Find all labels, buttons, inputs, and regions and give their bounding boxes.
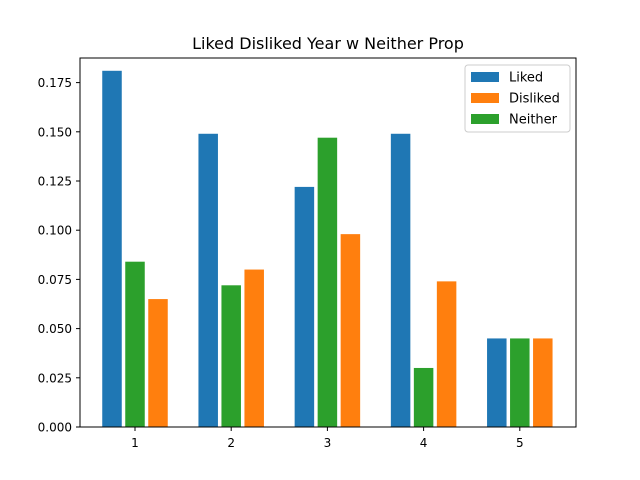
y-tick-label: 0.175 — [38, 76, 72, 90]
legend-swatch-neither — [471, 114, 499, 124]
bar-disliked-1 — [148, 299, 168, 427]
legend-swatch-disliked — [471, 93, 499, 103]
plot-frame — [79, 57, 577, 428]
x-tick-label: 4 — [420, 436, 428, 450]
legend-swatch-liked — [471, 72, 499, 82]
y-tick-label: 0.125 — [38, 175, 72, 189]
bar-liked-5 — [487, 338, 507, 427]
bar-disliked-5 — [533, 338, 553, 427]
chart-title: Liked Disliked Year w Neither Prop — [192, 34, 464, 53]
y-tick-label: 0.050 — [38, 322, 72, 336]
bar-liked-1 — [102, 70, 122, 427]
legend: Liked Disliked Neither — [464, 64, 571, 133]
bar-disliked-2 — [244, 269, 264, 427]
x-tick-label: 3 — [324, 436, 332, 450]
bar-liked-4 — [390, 133, 411, 427]
y-tick-label: 0.150 — [38, 125, 72, 139]
legend-label-disliked: Disliked — [509, 92, 560, 107]
y-tick-label: 0.075 — [38, 273, 72, 287]
legend-label-liked: Liked — [509, 71, 543, 86]
axes-group: 0.000 0.025 0.050 0.075 0.100 0.125 0.150 0.175… — [38, 57, 577, 450]
bar-neither-5 — [510, 338, 530, 427]
bar-neither-2 — [221, 285, 241, 427]
x-tick-label: 5 — [516, 436, 524, 450]
y-tick-label: 0.100 — [38, 224, 72, 238]
x-tick-label: 2 — [227, 436, 235, 450]
x-tick-label: 1 — [131, 436, 139, 450]
bar-liked-2 — [198, 133, 218, 427]
y-tick-label: 0.000 — [38, 421, 72, 435]
bar-liked-3 — [294, 186, 315, 427]
legend-label-neither: Neither — [509, 113, 558, 128]
bars-group — [102, 70, 553, 427]
bar-neither-4 — [413, 367, 434, 427]
bar-disliked-4 — [436, 281, 457, 427]
bar-neither-3 — [317, 137, 338, 427]
bar-disliked-3 — [340, 234, 361, 427]
y-tick-label: 0.025 — [38, 371, 72, 385]
bar-neither-1 — [125, 261, 145, 427]
